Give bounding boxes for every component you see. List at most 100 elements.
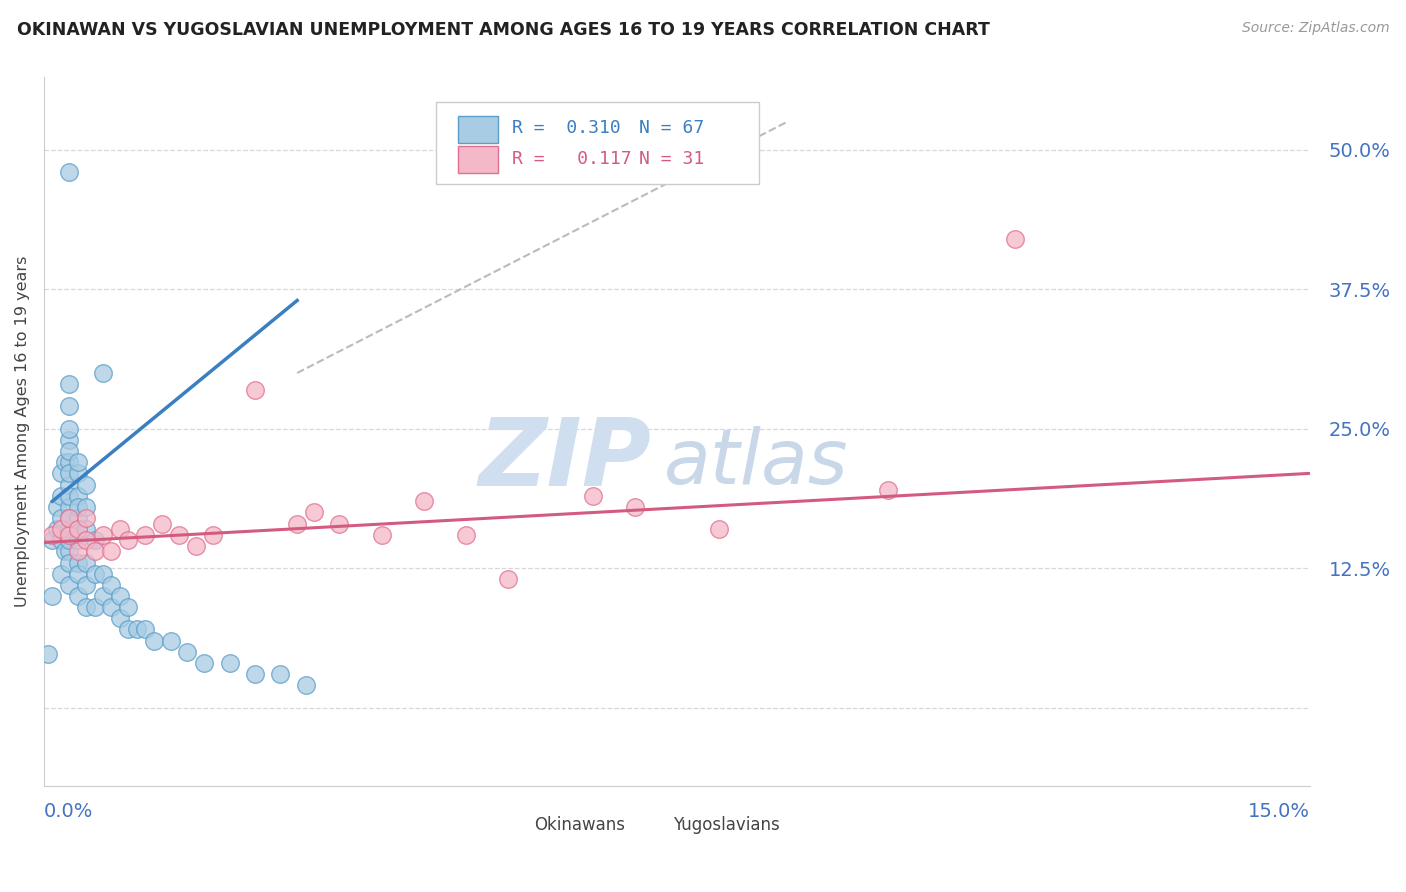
Point [83, 544, 105, 558]
Point [91, 527, 114, 541]
Point [75, 522, 97, 536]
Point [66, 566, 89, 581]
Point [83, 533, 105, 548]
Point [83, 566, 105, 581]
Point [58, 489, 80, 503]
Point [66, 500, 89, 514]
Point [66, 489, 89, 503]
Point [66, 522, 89, 536]
Text: N = 31: N = 31 [638, 150, 704, 168]
Point [159, 633, 181, 648]
Text: R =   0.117: R = 0.117 [512, 150, 633, 168]
Point [176, 645, 198, 659]
Point [91, 589, 114, 603]
Text: Okinawans: Okinawans [534, 815, 624, 833]
Point [37, 647, 59, 661]
Point [75, 511, 97, 525]
Point [243, 667, 266, 681]
Point [1004, 232, 1026, 246]
Point [66, 544, 89, 558]
Point [53, 455, 76, 469]
Point [117, 533, 139, 548]
Point [58, 527, 80, 541]
Point [117, 623, 139, 637]
Text: R =  0.310: R = 0.310 [512, 120, 621, 137]
Point [134, 623, 156, 637]
Point [91, 366, 114, 380]
Point [58, 522, 80, 536]
Point [285, 516, 308, 531]
Point [58, 467, 80, 481]
Point [75, 600, 97, 615]
Point [58, 511, 80, 525]
Text: Source: ZipAtlas.com: Source: ZipAtlas.com [1241, 21, 1389, 36]
Text: ZIP: ZIP [479, 414, 652, 506]
Point [41, 589, 63, 603]
Point [58, 455, 80, 469]
Point [412, 494, 434, 508]
Point [142, 633, 165, 648]
Point [709, 522, 731, 536]
Point [100, 578, 122, 592]
Point [45, 522, 67, 536]
Text: OKINAWAN VS YUGOSLAVIAN UNEMPLOYMENT AMONG AGES 16 TO 19 YEARS CORRELATION CHART: OKINAWAN VS YUGOSLAVIAN UNEMPLOYMENT AMO… [17, 21, 990, 39]
Point [243, 383, 266, 397]
Point [49, 522, 72, 536]
Point [108, 589, 131, 603]
Point [184, 539, 207, 553]
Text: atlas: atlas [665, 426, 849, 500]
Point [75, 556, 97, 570]
Point [58, 422, 80, 436]
Point [41, 533, 63, 548]
Point [83, 600, 105, 615]
Point [167, 527, 190, 541]
Point [496, 572, 519, 586]
Point [58, 544, 80, 558]
Point [49, 467, 72, 481]
Point [58, 400, 80, 414]
Text: N = 67: N = 67 [638, 120, 704, 137]
Point [117, 600, 139, 615]
Text: Yugoslavians: Yugoslavians [673, 815, 780, 833]
Point [75, 477, 97, 491]
Point [75, 500, 97, 514]
FancyBboxPatch shape [436, 103, 759, 184]
Point [125, 623, 148, 637]
Point [66, 511, 89, 525]
Point [201, 527, 224, 541]
Point [75, 578, 97, 592]
Point [49, 489, 72, 503]
Point [108, 522, 131, 536]
Point [134, 527, 156, 541]
Point [49, 533, 72, 548]
Point [150, 516, 173, 531]
Point [66, 533, 89, 548]
Point [877, 483, 900, 497]
Point [41, 527, 63, 541]
Point [302, 505, 325, 519]
Text: 0.0%: 0.0% [44, 802, 93, 822]
Point [193, 656, 215, 670]
Point [45, 500, 67, 514]
Point [75, 533, 97, 548]
Point [370, 527, 392, 541]
FancyBboxPatch shape [499, 817, 527, 832]
Point [100, 544, 122, 558]
Point [58, 533, 80, 548]
Point [66, 467, 89, 481]
Point [218, 656, 240, 670]
Point [49, 566, 72, 581]
Point [328, 516, 350, 531]
Point [108, 611, 131, 625]
Point [53, 544, 76, 558]
Point [581, 489, 603, 503]
Point [58, 444, 80, 458]
Point [269, 667, 291, 681]
Y-axis label: Unemployment Among Ages 16 to 19 years: Unemployment Among Ages 16 to 19 years [15, 256, 30, 607]
FancyBboxPatch shape [458, 116, 499, 143]
Point [58, 377, 80, 392]
Point [91, 566, 114, 581]
Point [58, 578, 80, 592]
Point [100, 600, 122, 615]
Point [58, 511, 80, 525]
